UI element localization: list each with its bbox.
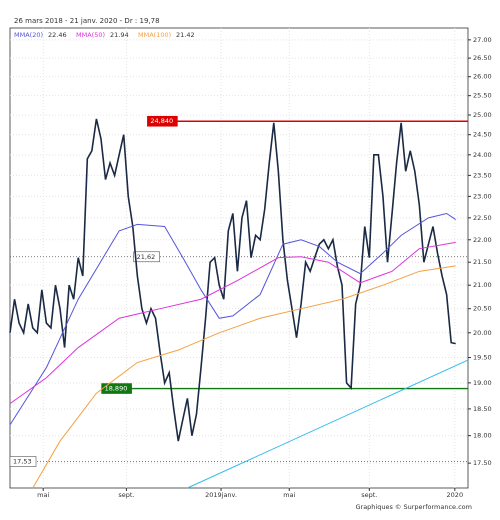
x-tick-label: 2020 xyxy=(447,491,464,499)
y-tick-label: 18.50 xyxy=(473,405,492,413)
legend: MMA(20) 22.46 MMA(50) 21.94 MMA(100) 21.42 xyxy=(14,31,195,39)
level-label-box xyxy=(101,383,132,394)
y-tick-label: 25.50 xyxy=(473,92,492,100)
y-tick-label: 17.50 xyxy=(473,459,492,467)
x-tick-label: 2019janv. xyxy=(205,491,237,499)
y-tick-label: 24.50 xyxy=(473,131,492,139)
level-label: 21,62 xyxy=(137,253,156,261)
level-label-box xyxy=(147,115,178,127)
y-tick-label: 26.00 xyxy=(473,73,492,81)
y-tick-label: 20.00 xyxy=(473,329,492,337)
price-line xyxy=(9,118,456,442)
level-label: 24,840 xyxy=(150,117,173,125)
legend-label: MMA(100) xyxy=(138,31,171,39)
source: Graphiques © Surperformance.com xyxy=(355,503,472,511)
legend-value: 22.46 xyxy=(48,31,67,39)
level-label: 17,53 xyxy=(13,457,32,465)
y-tick-label: 19.50 xyxy=(473,354,492,362)
x-tick-label: sept. xyxy=(361,491,377,499)
indicator-line xyxy=(9,212,456,426)
legend-label: MMA(20) xyxy=(14,31,43,39)
legend-value: 21.42 xyxy=(176,31,195,39)
y-tick-label: 21.50 xyxy=(473,258,492,266)
legend-value: 21.94 xyxy=(110,31,129,39)
y-tick-label: 23.00 xyxy=(473,192,492,200)
legend-label: MMA(50) xyxy=(76,31,105,39)
chart-title: 26 mars 2018 - 21 janv. 2020 - Dr : 19,7… xyxy=(14,17,160,25)
x-tick-label: mai xyxy=(283,491,295,499)
y-tick-label: 26.50 xyxy=(473,54,492,62)
y-tick-label: 27.00 xyxy=(473,36,492,44)
x-tick-label: sept. xyxy=(118,491,134,499)
y-tick-label: 21.00 xyxy=(473,281,492,289)
y-tick-label: 23.50 xyxy=(473,171,492,179)
y-tick-label: 19.00 xyxy=(473,379,492,387)
y-tick-label: 22.00 xyxy=(473,236,492,244)
x-tick-label: mai xyxy=(37,491,49,499)
indicator-line xyxy=(32,265,456,489)
level-label-box xyxy=(133,251,160,263)
y-tick-label: 25.00 xyxy=(473,111,492,119)
y-tick-label: 22.50 xyxy=(473,214,492,222)
indicator-line xyxy=(187,359,469,489)
level-label: 18,890 xyxy=(105,385,128,393)
indicator-line xyxy=(9,241,456,405)
level-label-box xyxy=(9,456,37,467)
y-tick-label: 24.00 xyxy=(473,151,492,159)
y-tick-label: 18.00 xyxy=(473,432,492,440)
y-tick-label: 20.50 xyxy=(473,305,492,313)
